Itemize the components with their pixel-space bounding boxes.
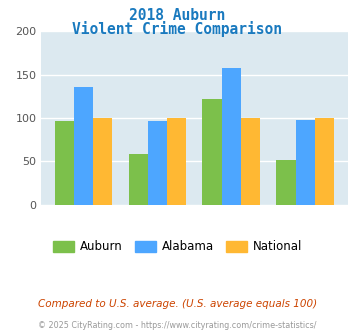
Bar	[129, 154, 148, 205]
Bar	[74, 87, 93, 205]
Text: © 2025 CityRating.com - https://www.cityrating.com/crime-statistics/: © 2025 CityRating.com - https://www.city…	[38, 321, 317, 330]
Legend: Auburn, Alabama, National: Auburn, Alabama, National	[48, 236, 307, 258]
Bar	[315, 118, 334, 205]
Bar	[148, 121, 167, 205]
Bar	[167, 118, 186, 205]
Text: Compared to U.S. average. (U.S. average equals 100): Compared to U.S. average. (U.S. average …	[38, 299, 317, 309]
Bar	[241, 118, 260, 205]
Bar	[55, 120, 74, 205]
Bar	[202, 99, 222, 205]
Text: Violent Crime Comparison: Violent Crime Comparison	[72, 21, 283, 37]
Bar	[93, 118, 113, 205]
Text: 2018 Auburn: 2018 Auburn	[129, 8, 226, 23]
Bar	[296, 120, 315, 205]
Bar	[222, 68, 241, 205]
Bar	[276, 159, 296, 205]
